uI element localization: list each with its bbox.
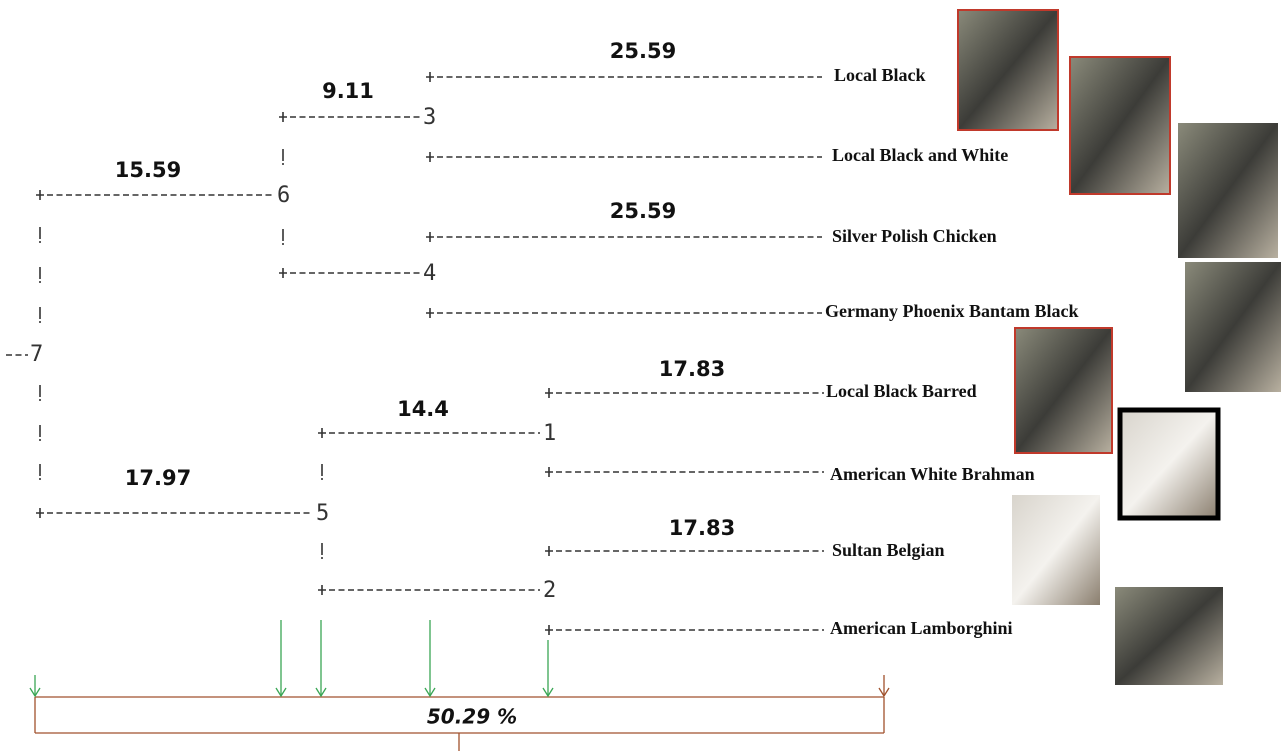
dendrogram: 25.59 9.11 15.59 25.59 17.83 14.4 17.97 … (0, 0, 1282, 751)
photo (1012, 495, 1100, 605)
leaf-label: Local Black Barred (826, 381, 977, 401)
leaf-label: American White Brahman (830, 464, 1035, 484)
distance-label: 14.4 (397, 397, 449, 421)
node-label: 3 (423, 105, 436, 130)
distance-label: 15.59 (115, 158, 181, 182)
node-label: 7 (30, 342, 43, 367)
joint (318, 428, 326, 438)
joint (279, 268, 287, 278)
distance-label: 9.11 (322, 79, 374, 103)
joint (318, 585, 326, 595)
arrows (30, 620, 553, 696)
joint (36, 190, 44, 200)
photo (1120, 410, 1218, 518)
photo (1070, 57, 1170, 194)
tree-lines (6, 72, 824, 635)
distance-label: 17.97 (125, 466, 191, 490)
leaf-label: Local Black (834, 65, 926, 85)
leaf-label: American Lamborghini (830, 618, 1013, 638)
photo (1115, 587, 1223, 685)
node-label: 2 (543, 578, 556, 603)
distance-label: 25.59 (610, 39, 676, 63)
leaf-label: Germany Phoenix Bantam Black (825, 301, 1079, 321)
joint (545, 546, 553, 556)
distance-label: 17.83 (659, 357, 725, 381)
joint (426, 232, 434, 242)
distance-label: 17.83 (669, 516, 735, 540)
joint (545, 467, 553, 477)
photo (1178, 123, 1278, 258)
leaf-label: Sultan Belgian (832, 540, 945, 560)
joint (426, 308, 434, 318)
leaf-label: Local Black and White (832, 145, 1008, 165)
leaf-label: Silver Polish Chicken (832, 226, 997, 246)
node-label: 5 (316, 501, 329, 526)
joint (426, 152, 434, 162)
joint (426, 72, 434, 82)
node-label: 4 (423, 261, 436, 286)
photo (1015, 328, 1112, 453)
distance-label: 25.59 (610, 199, 676, 223)
node-label: 6 (277, 183, 290, 208)
total-label: 50.29 % (427, 705, 517, 729)
photo (1185, 262, 1281, 392)
joint (545, 388, 553, 398)
photo (958, 10, 1058, 130)
node-label: 1 (543, 421, 556, 446)
photos (958, 10, 1281, 685)
joint (545, 625, 553, 635)
joint (279, 112, 287, 122)
joint (36, 508, 44, 518)
